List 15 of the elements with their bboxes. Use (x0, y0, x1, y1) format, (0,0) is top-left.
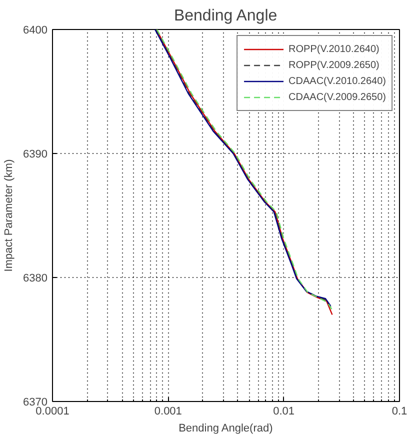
y-axis-title: Impact Parameter (km) (3, 159, 16, 272)
y-tick-label: 6390 (23, 148, 48, 160)
legend-label: ROPP(V.2009.2650) (288, 58, 380, 72)
y-tick-label: 6370 (23, 396, 48, 408)
y-tick-label: 6380 (23, 272, 48, 284)
x-axis-title: Bending Angle(rad) (178, 422, 273, 434)
x-tick-label: 0.01 (273, 406, 295, 418)
chart-title: Bending Angle (174, 8, 278, 24)
y-tick-label: 6400 (23, 24, 48, 36)
legend-label: CDAAC(V.2010.2640) (288, 74, 386, 88)
legend-label: ROPP(V.2010.2640) (288, 42, 380, 56)
x-tick-label: 0.1 (392, 406, 407, 418)
x-tick-label: 0.0001 (36, 406, 70, 418)
x-tick-label: 0.001 (154, 406, 182, 418)
legend-label: CDAAC(V.2009.2650) (288, 90, 386, 104)
